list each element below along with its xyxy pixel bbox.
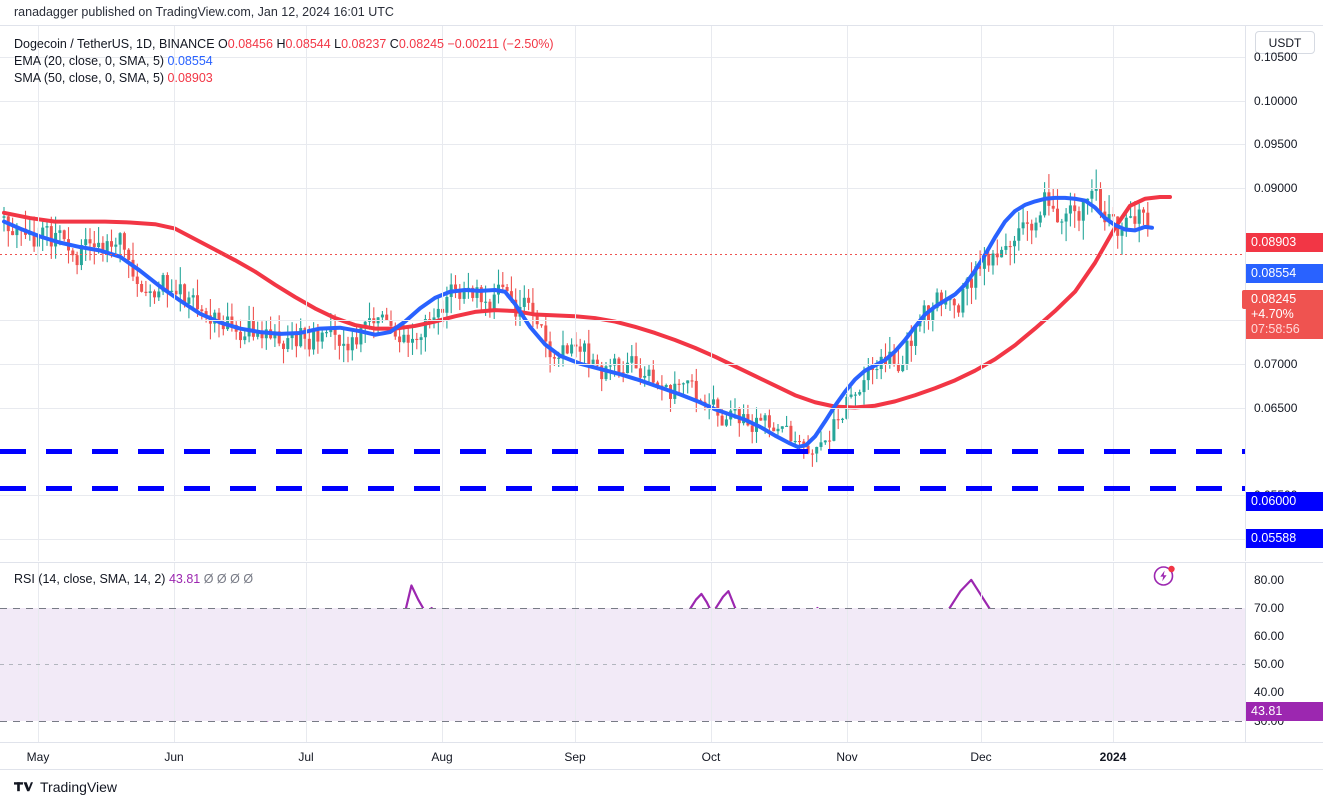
price-gridline	[0, 319, 1245, 321]
price-gridline	[0, 407, 1245, 409]
rsi-value-badge: 43.81	[1246, 702, 1323, 721]
time-axis-tick: Sep	[564, 750, 586, 764]
time-gridline	[306, 563, 307, 742]
price-gridline	[0, 144, 1245, 146]
rsi-midline	[0, 664, 1245, 666]
last-price-value: 0.08245	[1251, 292, 1297, 306]
rsi-axis-tick: 80.00	[1254, 572, 1285, 587]
price-axis-tick: 0.07000	[1254, 356, 1298, 371]
tradingview-logo-icon	[14, 781, 33, 791]
time-axis-tick: Jun	[164, 750, 184, 764]
rsi-axis-tick: 60.00	[1254, 629, 1285, 644]
time-gridline	[38, 563, 39, 742]
price-pane[interactable]: Dogecoin / TetherUS, 1D, BINANCE O0.0845…	[0, 26, 1245, 561]
price-axis-tick: 0.10000	[1254, 93, 1298, 108]
rsi-pane[interactable]: RSI (14, close, SMA, 14, 2) 43.81 Ø Ø Ø …	[0, 562, 1245, 742]
time-gridline	[1113, 563, 1114, 742]
time-gridline	[38, 26, 39, 561]
footer-brand[interactable]: TradingView	[14, 779, 117, 795]
time-gridline	[174, 563, 175, 742]
price-axis-tick: 0.09000	[1254, 181, 1298, 196]
time-gridline	[847, 26, 848, 561]
time-gridline	[1113, 26, 1114, 561]
price-gridline	[0, 539, 1245, 541]
price-gridline	[0, 188, 1245, 190]
time-gridline	[981, 563, 982, 742]
time-axis-tick: Aug	[431, 750, 453, 764]
currency-pill[interactable]: USDT	[1255, 31, 1315, 54]
tradingview-label: TradingView	[40, 779, 118, 795]
last-price-percent: +4.70%	[1251, 307, 1294, 321]
time-axis-tick: Oct	[701, 750, 721, 764]
time-axis-tick: Nov	[836, 750, 858, 764]
rsi-axis-tick: 40.00	[1254, 685, 1285, 700]
price-plot	[2, 169, 1172, 467]
time-axis-tick: Dec	[970, 750, 992, 764]
time-gridline	[306, 26, 307, 561]
price-gridline	[0, 495, 1245, 497]
time-gridline	[575, 563, 576, 742]
time-axis-tick: May	[26, 750, 50, 764]
time-axis-tick: 2024	[1099, 750, 1127, 764]
time-gridline	[981, 26, 982, 561]
support-1-badge: 0.06000	[1246, 492, 1323, 511]
chart-frame: Dogecoin / TetherUS, 1D, BINANCE O0.0845…	[0, 25, 1323, 770]
publisher-credit: ranadagger published on TradingView.com,…	[14, 5, 394, 19]
time-gridline	[711, 26, 712, 561]
rsi-axis-tick: 70.00	[1254, 601, 1285, 615]
sma-value-badge: 0.08903	[1246, 233, 1323, 252]
time-gridline	[442, 26, 443, 561]
time-gridline	[711, 563, 712, 742]
price-gridline	[0, 363, 1245, 365]
support-line-2[interactable]	[0, 485, 1245, 491]
price-axis-tick: 0.06500	[1254, 400, 1298, 415]
price-axis-tick: 0.10500	[1254, 49, 1298, 64]
price-gridline	[0, 100, 1245, 102]
time-gridline	[442, 563, 443, 742]
time-gridline	[575, 26, 576, 561]
price-gridline	[0, 56, 1245, 58]
time-axis[interactable]: May Jun Jul Aug Sep Oct Nov Dec 2024	[0, 742, 1323, 771]
rsi-axis-tick: 50.00	[1254, 657, 1285, 672]
time-axis-tick: Jul	[298, 750, 314, 764]
lightning-bolt-icon[interactable]	[1152, 563, 1177, 588]
last-price-countdown: 07:58:56	[1251, 322, 1300, 336]
support-2-badge: 0.05588	[1246, 529, 1323, 548]
ema-value-badge: 0.08554	[1246, 264, 1323, 283]
rsi-threshold-line-upper	[0, 608, 1245, 609]
price-axis-tick: 0.09500	[1254, 137, 1298, 152]
rsi-threshold-line-lower	[0, 720, 1245, 722]
time-gridline	[174, 26, 175, 561]
last-price-value-badge: 0.08245 +4.70% 07:58:56	[1246, 290, 1323, 339]
support-line-1[interactable]	[0, 449, 1245, 455]
time-gridline	[847, 563, 848, 742]
last-price-line	[0, 254, 1245, 256]
